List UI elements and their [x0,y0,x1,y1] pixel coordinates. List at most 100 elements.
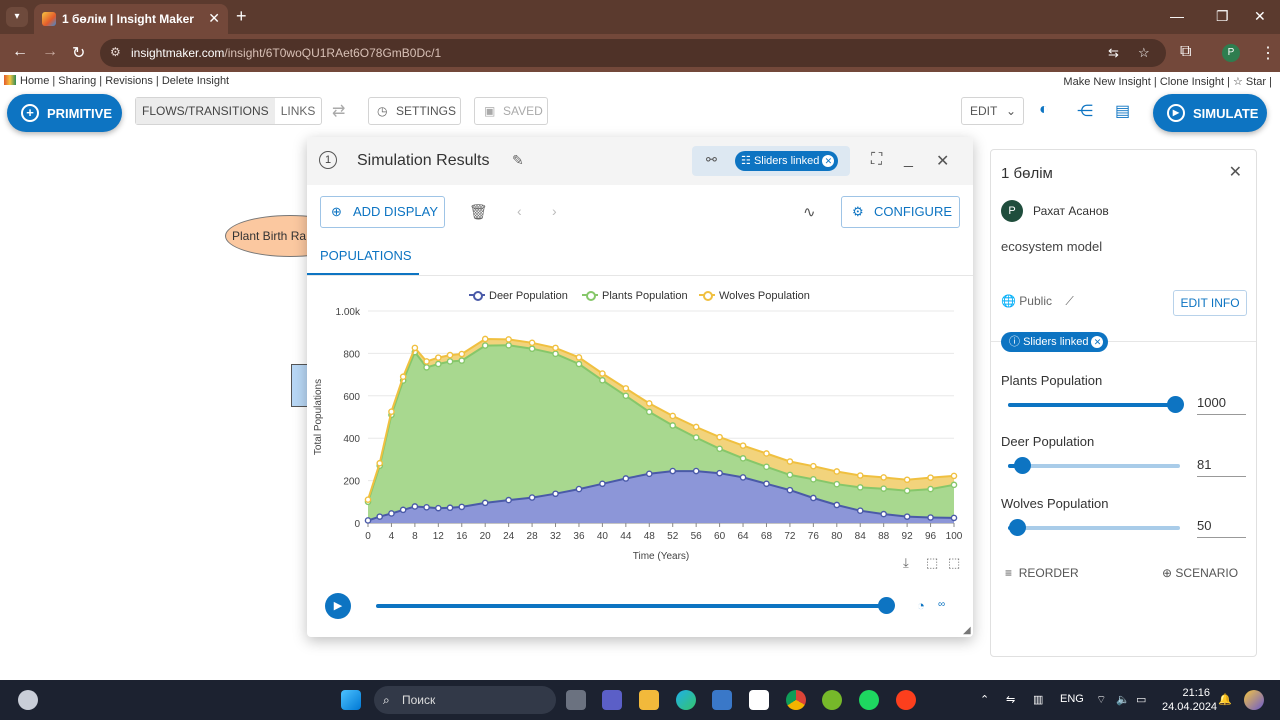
taskbar-search-input[interactable]: ⌕ Поиск [374,686,556,714]
deer-value-input[interactable]: 81 [1197,457,1246,477]
delete-display-icon[interactable]: 🗑 [469,204,489,221]
spotify-icon[interactable] [859,690,879,710]
legend-item-wolves[interactable]: Wolves Population [699,290,810,302]
translate-icon[interactable]: ⇆ [1108,45,1119,60]
notification-bell-icon[interactable]: 🔔 [1218,694,1232,706]
wifi-icon[interactable]: ⌔ [1096,694,1107,706]
palette-icon[interactable]: ◐ [1039,101,1049,118]
scenario-button[interactable]: ⊕ SCENARIO [1162,566,1239,580]
data-point [739,474,747,481]
slider-thumb[interactable] [1013,457,1031,474]
back-icon[interactable]: ← [12,43,28,60]
time-slider-track[interactable] [376,604,887,608]
tray-chevron-up-icon[interactable]: ⌃ [980,694,990,706]
edit-menu-button[interactable]: EDIT ⌄ [961,97,1024,125]
slider-thumb[interactable] [1008,519,1026,536]
copilot-icon[interactable] [1244,690,1264,710]
minimize-icon[interactable]: — [1170,8,1184,24]
extensions-icon[interactable]: ⧉ [1180,43,1192,60]
insight-action-links[interactable]: Make New Insight | Clone Insight | ☆ Sta… [1063,76,1272,88]
links-button[interactable]: LINKS [280,104,316,118]
tab-populations[interactable]: POPULATIONS [320,248,412,263]
author-name[interactable]: Рахат Асанов [1033,204,1109,218]
panel-sliders-linked-chip[interactable]: ⓘ Sliders linked ✕ [1001,332,1109,352]
task-view-icon[interactable] [566,690,586,710]
data-point [423,358,430,365]
deer-population-slider[interactable] [1008,457,1180,474]
store-icon[interactable] [712,690,732,710]
new-tab-icon[interactable]: + [236,6,247,26]
reorder-button[interactable]: ≡ REORDER [1005,566,1079,580]
play-button[interactable]: ▶ [325,593,351,619]
speed-gauge-icon[interactable]: ◔ [917,598,925,613]
minimize-window-icon[interactable]: _ [904,151,913,168]
toolbox-icon[interactable]: ▤ [1115,103,1131,120]
simulate-button[interactable]: ▶ SIMULATE [1153,94,1267,132]
share-icon[interactable]: ⋲ [1077,103,1093,120]
window-close-icon[interactable]: ✕ [1254,8,1266,24]
add-display-button[interactable]: ⊕ ADD DISPLAY [320,196,445,228]
fullscreen-icon[interactable]: ⛶ [871,151,883,168]
profile-avatar[interactable]: P [1222,44,1240,62]
clock[interactable]: 21:16 24.04.2024 [1162,687,1217,713]
link-nodes-icon[interactable]: ⚯ [706,152,717,167]
maximize-icon[interactable]: ❐ [1216,8,1229,24]
swap-arrows-icon[interactable]: ⇄ [332,103,346,120]
download-icon[interactable]: ⤓ [903,555,909,570]
site-info-icon[interactable]: ⚙ [110,45,121,59]
url-input[interactable]: ⚙ insightmaker.com/insight/6T0woQU1RAet6… [100,39,1166,67]
keyboard-language[interactable]: ENG [1060,693,1084,705]
utorrent-icon[interactable] [822,690,842,710]
mail-icon[interactable] [749,690,769,710]
edit-info-button[interactable]: EDIT INFO [1173,290,1247,316]
chart-style-icon[interactable]: ∿ [803,204,816,221]
close-panel-icon[interactable]: ✕ [1228,164,1242,181]
teams-icon[interactable] [602,690,622,710]
legend-item-deer[interactable]: Deer Population [469,290,568,302]
tray-app2-icon[interactable]: ▥ [1033,694,1044,706]
browser-tab[interactable]: 1 бөлім | Insight Maker ✕ [34,4,228,34]
yandex-browser-icon[interactable] [896,690,916,710]
settings-button[interactable]: ◷ SETTINGS [368,97,461,125]
edit-title-pencil-icon[interactable]: ✎ [512,152,524,168]
area-wolves-population [368,339,954,502]
zoom-area-icon[interactable]: ⬚ [926,555,939,570]
file-explorer-icon[interactable] [639,690,659,710]
chip-remove-icon[interactable]: ✕ [1091,336,1104,348]
windows-start-icon[interactable] [341,690,361,710]
plants-population-slider[interactable] [1008,396,1184,413]
insight-nav-links[interactable]: Home | Sharing | Revisions | Delete Insi… [20,75,230,87]
edge-icon[interactable] [676,690,696,710]
reset-zoom-icon[interactable]: ⬚ [948,555,961,570]
author-avatar[interactable]: P [1001,200,1023,222]
trend-icon[interactable]: ⟋ [1065,294,1074,308]
bookmark-star-icon[interactable]: ☆ [1138,45,1150,60]
primitive-button[interactable]: + PRIMITIVE [7,94,122,132]
sliders-linked-chip[interactable]: ☷ Sliders linked ✕ [735,151,839,171]
previous-display-icon[interactable]: ‹ [517,203,522,219]
infinity-icon[interactable]: ∞ [938,599,946,610]
chrome-icon[interactable] [786,690,806,710]
next-display-icon[interactable]: › [552,203,557,219]
volume-icon[interactable]: 🔈 [1116,694,1130,706]
weather-icon[interactable] [18,690,38,710]
resize-handle-icon[interactable]: ◢ [963,625,971,636]
tray-app-icon[interactable]: ⇋ [1006,694,1016,706]
wolves-population-slider[interactable] [1008,519,1180,536]
slider-thumb[interactable] [1166,396,1184,413]
legend-item-plants[interactable]: Plants Population [582,290,688,302]
reload-icon[interactable]: ↻ [72,45,86,62]
forward-icon[interactable]: → [42,43,58,60]
tab-close-icon[interactable]: ✕ [208,10,220,26]
time-slider-thumb[interactable] [878,597,895,614]
flows-transitions-button[interactable]: FLOWS/TRANSITIONS [136,98,275,124]
browser-menu-icon[interactable]: ⋮ [1260,45,1276,62]
plants-value-input[interactable]: 1000 [1197,395,1246,415]
saved-button[interactable]: ▣ SAVED [474,97,548,125]
wolves-value-input[interactable]: 50 [1197,518,1246,538]
configure-button[interactable]: ⚙ CONFIGURE [841,196,960,228]
battery-icon[interactable]: ▭ [1136,694,1147,706]
close-results-icon[interactable]: ✕ [936,153,950,170]
tab-search-icon[interactable]: ▾ [6,7,28,27]
chip-remove-icon[interactable]: ✕ [822,155,835,167]
